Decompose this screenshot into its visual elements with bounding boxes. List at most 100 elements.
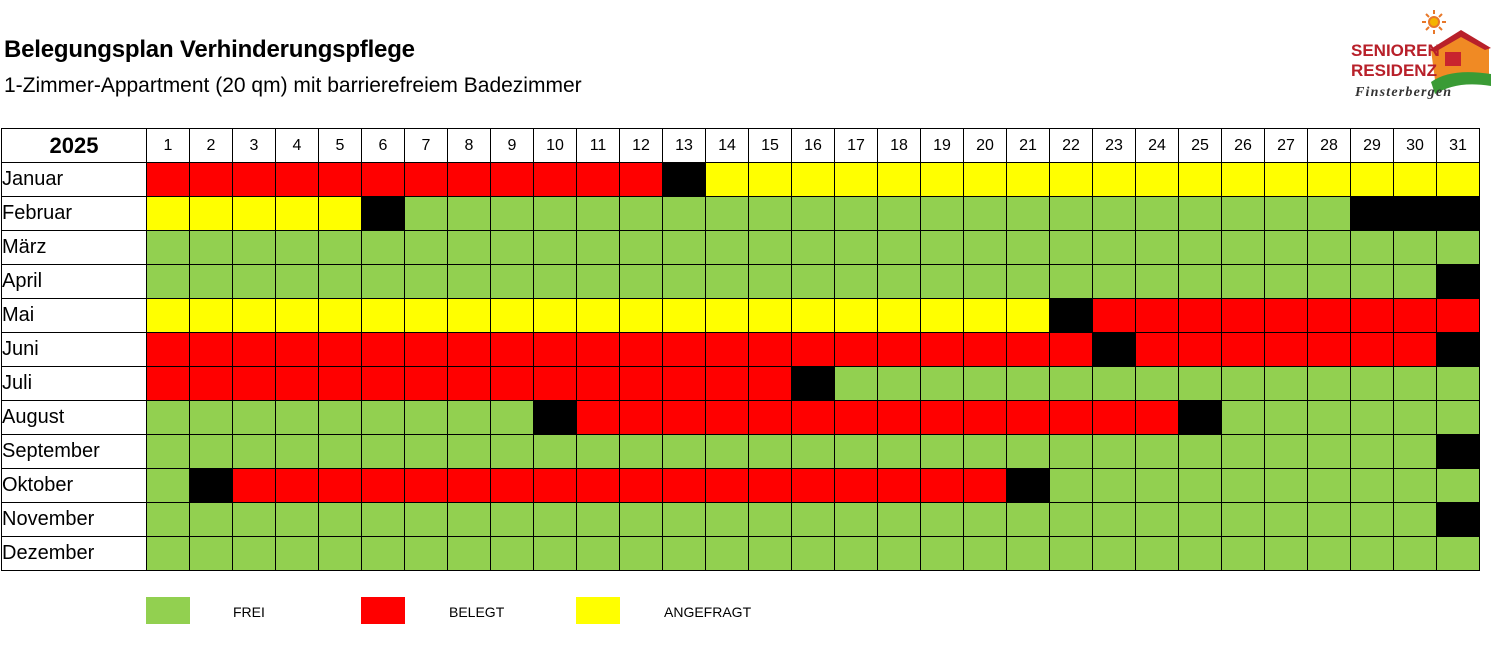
day-cell-belegt [490, 162, 534, 197]
day-cell-belegt [748, 332, 792, 367]
day-cell-frei [963, 434, 1007, 469]
day-cell-frei [1393, 434, 1437, 469]
day-cell-wechsel [1436, 502, 1480, 537]
senioren-residenz-logo: SENIOREN RESIDENZ Finsterbergen [1351, 10, 1491, 100]
day-cell-frei [791, 230, 835, 265]
day-cell-frei [920, 502, 964, 537]
day-cell-wechsel [1436, 264, 1480, 299]
day-header-cell: 13 [662, 128, 706, 163]
day-cell-frei [1436, 230, 1480, 265]
day-cell-frei [490, 502, 534, 537]
day-cell-frei [275, 230, 319, 265]
day-cell-frei [920, 196, 964, 231]
day-cell-frei [1307, 434, 1351, 469]
day-cell-wechsel [1092, 332, 1136, 367]
day-cell-frei [834, 366, 878, 401]
day-cell-frei [877, 230, 921, 265]
day-cell-belegt [533, 332, 577, 367]
day-cell-belegt [275, 366, 319, 401]
day-cell-frei [705, 230, 749, 265]
day-cell-frei [361, 502, 405, 537]
day-cell-frei [1264, 468, 1308, 503]
day-header-cell: 9 [490, 128, 534, 163]
day-cell-frei [404, 196, 448, 231]
day-cell-frei [490, 264, 534, 299]
day-cell-frei [791, 196, 835, 231]
day-cell-frei [318, 264, 362, 299]
day-cell-frei [1307, 400, 1351, 435]
day-cell-belegt [1135, 298, 1179, 333]
day-cell-belegt [1393, 332, 1437, 367]
day-cell-angefragt [791, 298, 835, 333]
day-cell-belegt [920, 468, 964, 503]
day-cell-frei [877, 502, 921, 537]
day-cell-belegt [877, 468, 921, 503]
day-cell-frei [189, 536, 233, 571]
day-cell-frei [791, 264, 835, 299]
day-cell-wechsel [1006, 468, 1050, 503]
day-cell-angefragt [447, 298, 491, 333]
day-header-cell: 8 [447, 128, 491, 163]
day-cell-frei [447, 434, 491, 469]
day-cell-frei [1264, 196, 1308, 231]
day-cell-belegt [404, 162, 448, 197]
day-cell-belegt [1178, 298, 1222, 333]
day-cell-frei [318, 230, 362, 265]
day-cell-frei [619, 264, 663, 299]
day-header-cell: 20 [963, 128, 1007, 163]
day-header-cell: 30 [1393, 128, 1437, 163]
logo-text-line3: Finsterbergen [1354, 85, 1452, 100]
day-header-cell: 3 [232, 128, 276, 163]
day-header-cell: 19 [920, 128, 964, 163]
day-cell-frei [1221, 536, 1265, 571]
day-cell-angefragt [877, 298, 921, 333]
day-cell-frei [447, 196, 491, 231]
day-cell-angefragt [1350, 162, 1394, 197]
month-label: Juli [1, 366, 147, 401]
day-cell-frei [1307, 264, 1351, 299]
day-cell-frei [1006, 536, 1050, 571]
day-cell-angefragt [920, 298, 964, 333]
day-cell-frei [447, 536, 491, 571]
day-cell-frei [232, 434, 276, 469]
month-label: April [1, 264, 147, 299]
day-cell-angefragt [1307, 162, 1351, 197]
day-cell-frei [318, 502, 362, 537]
day-cell-frei [576, 264, 620, 299]
month-row: Juli [1, 366, 1480, 401]
month-label: Januar [1, 162, 147, 197]
day-cell-angefragt [1264, 162, 1308, 197]
legend-label-frei: FREI [233, 604, 265, 620]
day-cell-frei [619, 230, 663, 265]
month-row: Dezember [1, 536, 1480, 571]
day-cell-belegt [404, 366, 448, 401]
month-row: Januar [1, 162, 1480, 197]
day-cell-frei [1264, 264, 1308, 299]
day-cell-frei [748, 264, 792, 299]
day-cell-frei [920, 536, 964, 571]
day-cell-wechsel [1436, 196, 1480, 231]
day-cell-frei [877, 196, 921, 231]
day-cell-belegt [318, 332, 362, 367]
day-header-cell: 11 [576, 128, 620, 163]
day-cell-frei [533, 264, 577, 299]
day-cell-frei [533, 230, 577, 265]
day-cell-frei [619, 502, 663, 537]
day-cell-belegt [275, 468, 319, 503]
day-cell-frei [920, 366, 964, 401]
day-cell-belegt [834, 400, 878, 435]
day-header-cell: 15 [748, 128, 792, 163]
day-cell-frei [447, 264, 491, 299]
day-cell-frei [361, 434, 405, 469]
day-cell-angefragt [1178, 162, 1222, 197]
day-cell-belegt [834, 332, 878, 367]
month-label: Februar [1, 196, 147, 231]
day-cell-frei [1436, 366, 1480, 401]
day-cell-frei [748, 230, 792, 265]
day-cell-frei [1178, 366, 1222, 401]
day-cell-frei [1221, 196, 1265, 231]
day-cell-belegt [1092, 298, 1136, 333]
day-cell-wechsel [189, 468, 233, 503]
day-cell-frei [1221, 230, 1265, 265]
day-cell-frei [1135, 434, 1179, 469]
